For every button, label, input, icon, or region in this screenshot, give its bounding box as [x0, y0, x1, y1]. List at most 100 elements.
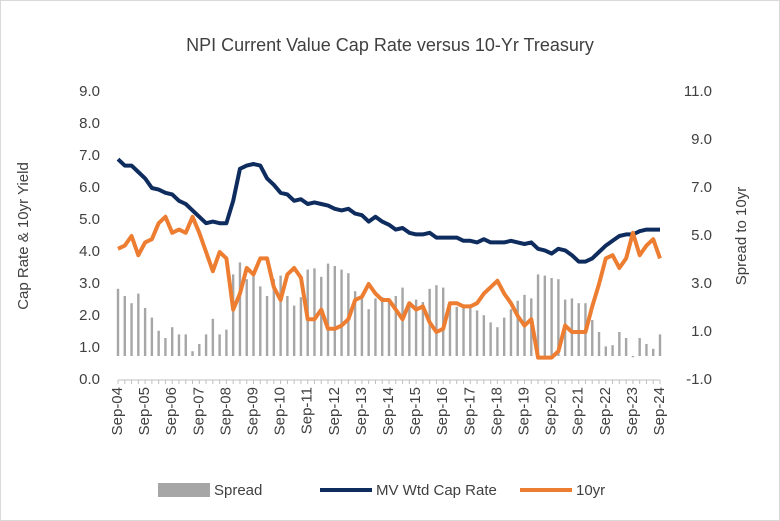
- bar: [509, 309, 513, 356]
- x-tick-label: Sep-17: [461, 387, 478, 435]
- bar: [116, 288, 120, 356]
- legend-swatch: [158, 483, 210, 497]
- bar: [184, 334, 187, 356]
- bar: [652, 348, 655, 356]
- bar: [489, 322, 492, 356]
- bar: [252, 273, 255, 356]
- x-tick-label: Sep-21: [570, 387, 587, 435]
- x-tick-label: Sep-12: [326, 387, 343, 435]
- bar: [408, 303, 411, 356]
- bar: [211, 318, 215, 356]
- x-tick-label: Sep-19: [515, 387, 532, 435]
- legend-label: MV Wtd Cap Rate: [376, 482, 497, 499]
- y-tick-label: 1.0: [79, 339, 100, 356]
- y-tick-label: 5.0: [79, 211, 100, 228]
- x-tick-label: Sep-24: [651, 387, 668, 435]
- x-tick-label: Sep-09: [244, 387, 261, 435]
- bar: [638, 338, 641, 356]
- y2-axis-title: Spread to 10yr: [733, 187, 750, 285]
- bar: [286, 296, 289, 356]
- bar: [611, 345, 614, 356]
- x-tick-label: Sep-13: [353, 387, 370, 435]
- y-axis-title: Cap Rate & 10yr Yield: [15, 162, 32, 310]
- bar: [374, 298, 377, 356]
- x-tick-label: Sep-16: [434, 387, 451, 435]
- bar: [204, 334, 208, 356]
- legend-label: 10yr: [576, 482, 605, 499]
- bar: [401, 287, 404, 356]
- x-tick-label: Sep-22: [597, 387, 614, 435]
- x-tick-label: Sep-04: [109, 387, 126, 435]
- bar: [557, 279, 560, 356]
- bar: [543, 275, 547, 356]
- bar: [516, 300, 519, 356]
- bar: [475, 310, 479, 356]
- bar: [171, 327, 174, 356]
- y-tick-label: 9.0: [79, 83, 100, 100]
- bar: [231, 274, 235, 356]
- bar: [265, 296, 269, 356]
- bar: [313, 268, 316, 356]
- bar: [482, 315, 486, 356]
- x-tick-label: Sep-10: [272, 387, 289, 435]
- bar: [137, 293, 140, 356]
- bar: [191, 351, 194, 356]
- y2-tick-label: 9.0: [691, 131, 712, 148]
- bar: [604, 346, 607, 356]
- bar: [435, 285, 438, 356]
- bar: [259, 286, 262, 356]
- bar: [143, 308, 147, 356]
- y2-tick-label: 11.0: [684, 83, 712, 100]
- bar: [448, 306, 452, 356]
- bar: [177, 334, 181, 356]
- bar: [570, 298, 574, 356]
- y2-tick-label: -1.0: [686, 371, 712, 388]
- bar: [414, 299, 418, 356]
- bar: [333, 266, 336, 356]
- x-tick-label: Sep-08: [217, 387, 234, 435]
- bar: [157, 330, 160, 356]
- bar: [502, 317, 506, 356]
- bar: [645, 344, 648, 356]
- bar: [326, 263, 330, 356]
- y2-tick-label: 3.0: [691, 275, 712, 292]
- bar: [469, 306, 472, 356]
- bar: [496, 327, 499, 356]
- bar: [536, 274, 540, 356]
- y-tick-label: 8.0: [79, 115, 100, 132]
- bar: [387, 299, 391, 356]
- bar: [225, 329, 228, 356]
- x-tick-label: Sep-11: [299, 387, 316, 434]
- x-tick-label: Sep-23: [624, 387, 641, 435]
- y-tick-label: 2.0: [79, 307, 100, 324]
- bar: [421, 302, 425, 356]
- bar: [279, 275, 282, 356]
- y2-tick-label: 5.0: [691, 227, 712, 244]
- line: [116, 157, 660, 264]
- bar: [130, 303, 133, 356]
- bar: [367, 309, 370, 356]
- bar: [550, 278, 553, 356]
- bar: [577, 303, 580, 356]
- bar: [455, 306, 458, 356]
- bar: [618, 332, 621, 356]
- bar: [238, 262, 242, 356]
- bar: [164, 338, 167, 356]
- bar: [462, 306, 465, 356]
- bar: [123, 296, 126, 356]
- x-tick-label: Sep-15: [407, 387, 424, 435]
- x-tick-label: Sep-14: [380, 387, 397, 435]
- y2-tick-label: 7.0: [691, 179, 712, 196]
- x-tick-label: Sep-07: [190, 387, 207, 435]
- x-tick-label: Sep-20: [543, 387, 560, 435]
- y2-tick-label: 1.0: [691, 323, 712, 340]
- y-tick-label: 4.0: [79, 243, 100, 260]
- bar: [624, 338, 628, 356]
- y-tick-label: 3.0: [79, 275, 100, 292]
- legend-label: Spread: [214, 482, 262, 499]
- bar: [597, 332, 601, 356]
- line: [117, 214, 662, 360]
- bar: [198, 344, 201, 356]
